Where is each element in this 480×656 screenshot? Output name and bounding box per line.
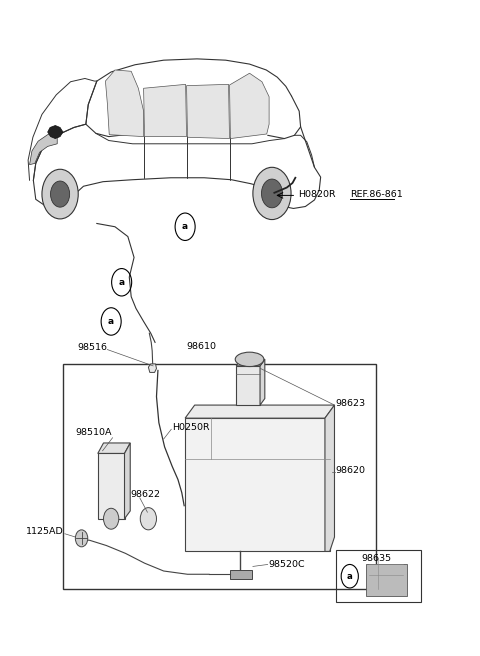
Circle shape [253,167,291,220]
Polygon shape [229,569,252,579]
Text: a: a [182,222,188,232]
Bar [63,364,376,589]
Polygon shape [260,359,265,405]
Polygon shape [30,132,57,165]
Text: 98622: 98622 [130,490,160,499]
Text: 98516: 98516 [78,343,108,352]
Circle shape [262,179,282,208]
Polygon shape [106,70,144,136]
Text: 98620: 98620 [336,466,365,475]
Polygon shape [325,405,335,552]
Text: a: a [108,317,114,326]
Circle shape [42,169,78,219]
Polygon shape [124,443,130,519]
Polygon shape [185,418,330,552]
Polygon shape [34,59,321,209]
Polygon shape [236,366,260,405]
Text: 98520C: 98520C [269,560,305,569]
Text: 98510A: 98510A [75,428,112,437]
Circle shape [50,181,70,207]
Circle shape [75,530,88,547]
Polygon shape [48,125,63,138]
Text: H0820R: H0820R [298,190,336,199]
Polygon shape [98,443,130,453]
Polygon shape [148,364,156,373]
Ellipse shape [235,352,264,367]
Text: 98635: 98635 [362,554,392,563]
Bar [336,550,421,602]
Circle shape [140,508,156,530]
Polygon shape [144,85,187,136]
Circle shape [104,508,119,529]
Text: 98610: 98610 [187,342,216,351]
Polygon shape [98,453,124,519]
Polygon shape [187,85,229,138]
Text: H0250R: H0250R [172,422,210,432]
Text: a: a [347,572,353,581]
Polygon shape [229,73,269,138]
Polygon shape [185,405,335,418]
Text: 1125AD: 1125AD [25,527,63,537]
Bar [366,564,407,596]
Polygon shape [236,359,265,366]
Text: REF.86-861: REF.86-861 [350,190,403,199]
Text: a: a [119,277,125,287]
Text: 98623: 98623 [336,399,366,407]
